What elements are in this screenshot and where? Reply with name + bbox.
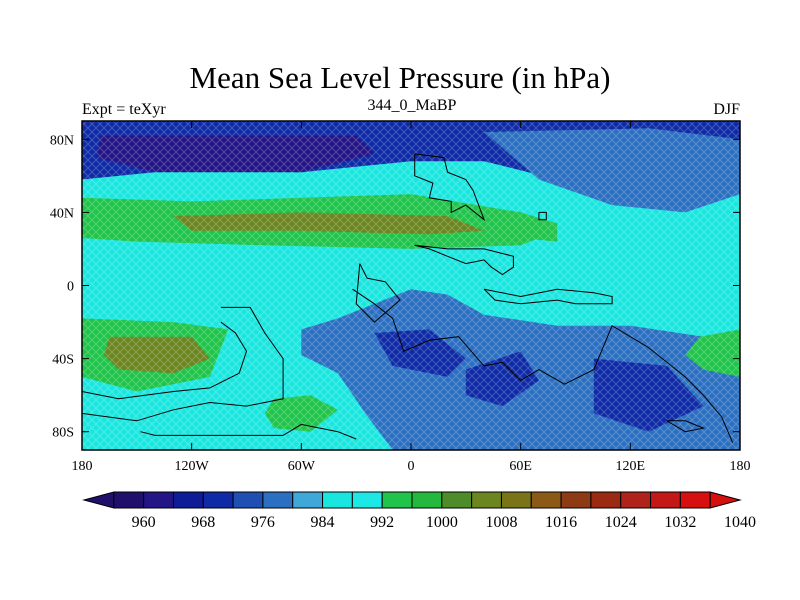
colorbar-box: [292, 491, 324, 509]
period-label: 344_0_MaBP: [367, 97, 457, 114]
x-tick-label: 60E: [509, 459, 532, 474]
plot-title: Mean Sea Level Pressure (in hPa): [189, 60, 611, 95]
x-tick-label: 0: [408, 459, 415, 474]
colorbar-box: [560, 491, 592, 509]
colorbar-box: [650, 491, 681, 509]
map-axes: 180 120W 60W 0 60E 120E 180 80N 40N 0 40S 80S: [50, 121, 751, 474]
colorbar-label: 1008: [485, 514, 517, 531]
colorbar-box: [202, 491, 234, 509]
colorbar-box: [351, 491, 383, 509]
colorbar-low-end: [82, 491, 115, 509]
colorbar-box: [590, 491, 622, 509]
colorbar-box: [322, 491, 353, 509]
colorbar-label: 1000: [426, 514, 458, 531]
coastline: [483, 288, 613, 305]
colorbar-label: 992: [370, 514, 394, 531]
colorbar-box: [113, 491, 145, 509]
experiment-label: Expt = teXyr: [82, 101, 166, 118]
colorbar-box: [530, 491, 562, 509]
y-tick-label: 40N: [50, 206, 74, 221]
x-tick-label: 120E: [616, 459, 646, 474]
coastline: [82, 321, 248, 400]
colorbar-label: 984: [311, 514, 335, 531]
colorbar-label: 1032: [664, 514, 696, 531]
colorbar-label: 1040: [724, 514, 756, 531]
colorbar-box: [679, 491, 711, 509]
colorbar-box: [262, 491, 294, 509]
coastline: [82, 306, 284, 422]
coastlines: [82, 153, 734, 443]
stipple-overlay: [82, 121, 740, 450]
colorbar-box: [441, 491, 473, 509]
coastline: [414, 153, 486, 222]
colorbar-label: 976: [251, 514, 275, 531]
colorbar-box: [620, 491, 652, 509]
coastline: [666, 420, 706, 433]
season-label: DJF: [713, 101, 740, 118]
y-tick-label: 80S: [52, 426, 74, 441]
colorbar-high-end: [709, 491, 742, 509]
coastline: [414, 244, 514, 276]
colorbar: 960 968 976 984 992 1000 1008 1016 1024 1032 1040: [82, 491, 756, 531]
colorbar-box: [381, 491, 413, 509]
colorbar-box: [232, 491, 264, 509]
x-tick-label: 180: [730, 459, 751, 474]
y-tick-label: 80N: [50, 133, 74, 148]
x-tick-label: 60W: [288, 459, 316, 474]
map-area: [82, 121, 740, 450]
colorbar-label: 1024: [605, 514, 637, 531]
colorbar-label: 1016: [545, 514, 577, 531]
coastline: [355, 263, 401, 323]
coastline: [140, 423, 357, 440]
colorbar-box: [471, 491, 502, 509]
coastline: [538, 211, 547, 221]
x-tick-label: 120W: [175, 459, 210, 474]
colorbar-box: [172, 491, 204, 509]
colorbar-box: [500, 491, 532, 509]
x-tick-label: 180: [72, 459, 93, 474]
coastline: [352, 288, 734, 443]
colorbar-box: [143, 491, 174, 509]
y-tick-label: 0: [67, 280, 74, 295]
y-tick-label: 40S: [52, 353, 74, 368]
colorbar-label: 960: [132, 514, 156, 531]
colorbar-box: [411, 491, 443, 509]
colorbar-label: 968: [191, 514, 215, 531]
